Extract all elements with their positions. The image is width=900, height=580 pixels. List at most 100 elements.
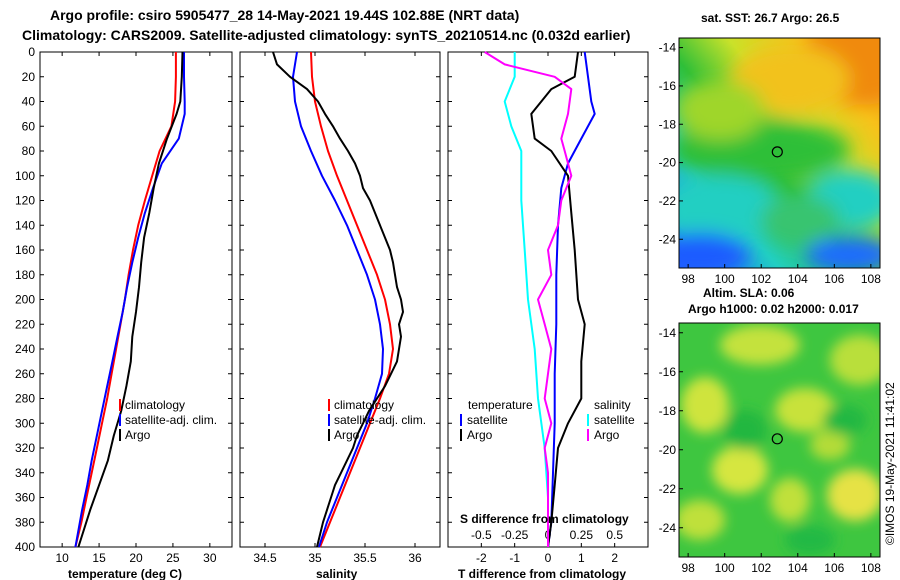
sla-high-patch — [810, 430, 850, 460]
x-tick-label: 10 — [55, 551, 69, 565]
x-tick-label: 15 — [92, 551, 106, 565]
title-line-2: Climatology: CARS2009. Satellite-adjuste… — [22, 27, 630, 43]
map-y-tick-label: -20 — [659, 443, 677, 457]
difference-top-label: S difference from climatology — [460, 512, 629, 526]
sst-map-title: sat. SST: 26.7 Argo: 26.5 — [701, 11, 840, 25]
legend-temperature-heading: temperature — [468, 398, 533, 412]
sla-map — [679, 323, 880, 557]
sla-high-patch — [681, 377, 729, 433]
map-y-tick-label: -14 — [659, 326, 677, 340]
map-x-tick-label: 108 — [861, 272, 881, 286]
temperature-x-label: temperature (deg C) — [68, 567, 182, 580]
x-tick-label: 1 — [578, 551, 585, 565]
map-x-tick-label: 106 — [824, 561, 844, 575]
map-y-tick-label: -24 — [659, 232, 677, 246]
sla-high-patch — [775, 388, 835, 432]
x-tick-label: -1 — [509, 551, 520, 565]
s-diff-tick-label: 0.25 — [570, 528, 594, 542]
sst-cold-patch — [805, 237, 880, 268]
sst-mid-patch — [679, 80, 765, 140]
sla-profile-marker — [771, 433, 783, 445]
series-temperature-argo — [530, 51, 586, 548]
sst-map-frame — [678, 37, 881, 269]
depth-tick-label: 20 — [22, 70, 36, 84]
temperature-x-axis: 10 15 20 25 30 — [40, 51, 232, 565]
salinity-legend: climatology satellite-adj. clim. Argo — [328, 398, 426, 442]
depth-tick-label: 240 — [15, 342, 35, 356]
series-climatology — [310, 51, 394, 548]
depth-tick-label: 80 — [22, 144, 36, 158]
depth-tick-label: 200 — [15, 293, 35, 307]
depth-tick-label: 320 — [15, 441, 35, 455]
legend-t-argo-label: Argo — [467, 428, 493, 442]
depth-tick-label: 180 — [15, 268, 35, 282]
x-tick-label: -2 — [476, 551, 487, 565]
x-tick-label: 36 — [408, 551, 422, 565]
salinity-x-axis: 34.5 35 35.5 36 — [240, 51, 440, 565]
depth-tick-label: 0 — [28, 45, 35, 59]
map-y-tick-label: -14 — [659, 41, 677, 55]
depth-tick-label: 140 — [15, 218, 35, 232]
depth-tick-label: 340 — [15, 466, 35, 480]
salinity-lines — [272, 51, 404, 548]
map-x-tick-label: 102 — [751, 272, 771, 286]
depth-axis: 0 20 40 60 80 100 120 140 160 180 200 220 240 260 280 3… — [15, 45, 35, 554]
sla-map-axes: 98 100 102 104 106 108 -14 -16 -18 -20 -22 -24 — [659, 326, 882, 575]
legend-t-satellite-label: satellite — [467, 413, 508, 427]
x-tick-label: 20 — [129, 551, 143, 565]
x-tick-label: 34.5 — [253, 551, 277, 565]
sla-high-patch — [770, 478, 810, 522]
x-tick-label: 30 — [203, 551, 217, 565]
sst-cool-patch — [679, 175, 780, 245]
legend-s-satellite-label: satellite — [594, 413, 635, 427]
s-diff-tick-label: -0.25 — [501, 528, 529, 542]
legend-climatology-label: climatology — [125, 398, 185, 412]
sla-high-patch — [679, 500, 725, 540]
depth-tick-label: 300 — [15, 416, 35, 430]
map-x-tick-label: 106 — [824, 272, 844, 286]
depth-tick-label: 220 — [15, 317, 35, 331]
map-y-tick-label: -18 — [659, 404, 677, 418]
sst-cold-patch — [679, 233, 750, 268]
imos-credit: ©IMOS 19-May-2021 11:41:02 — [883, 382, 897, 545]
sla-map-title: Altim. SLA: 0.06 — [703, 286, 795, 300]
temperature-lines — [74, 51, 186, 548]
map-x-tick-label: 102 — [751, 561, 771, 575]
s-diff-tick-label: 0.5 — [606, 528, 623, 542]
depth-tick-label: 40 — [22, 95, 36, 109]
difference-legend: temperature satellite Argo salinity sate… — [460, 398, 635, 442]
depth-tick-label: 380 — [15, 515, 35, 529]
sla-high-patch — [827, 469, 880, 521]
legend-climatology-label: climatology — [334, 398, 394, 412]
sla-high-patch — [712, 446, 768, 494]
depth-tick-label: 280 — [15, 392, 35, 406]
legend-argo-label: Argo — [334, 428, 360, 442]
series-argo — [272, 51, 404, 548]
map-y-tick-label: -22 — [659, 482, 677, 496]
map-x-tick-label: 104 — [788, 272, 808, 286]
map-y-tick-label: -24 — [659, 521, 677, 535]
depth-tick-label: 160 — [15, 243, 35, 257]
map-y-tick-label: -16 — [659, 365, 677, 379]
legend-salinity-heading: salinity — [594, 398, 631, 412]
sla-high-patch — [830, 335, 880, 385]
legend-argo-label: Argo — [125, 428, 151, 442]
legend-satellite-label: satellite-adj. clim. — [125, 413, 217, 427]
depth-tick-label: 360 — [15, 491, 35, 505]
sla-low-patch — [823, 405, 867, 435]
sst-map-axes: 98 100 102 104 106 108 -14 -16 -18 -20 -22 -24 — [659, 41, 882, 286]
series-satellite-adj-clim- — [292, 51, 384, 548]
sla-low-patch — [723, 410, 767, 450]
difference-x-axis: -2 -1 0 1 2-0.5 -0.25 0 0.25 0.5 — [448, 51, 648, 565]
x-tick-label: 2 — [611, 551, 618, 565]
depth-tick-label: 260 — [15, 367, 35, 381]
legend-s-argo-label: Argo — [594, 428, 620, 442]
depth-tick-label: 120 — [15, 194, 35, 208]
sla-map-subtitle: Argo h1000: 0.02 h2000: 0.017 — [688, 302, 859, 316]
difference-lines — [484, 51, 596, 548]
map-x-tick-label: 98 — [681, 561, 695, 575]
s-diff-tick-label: -0.5 — [471, 528, 492, 542]
temperature-legend: climatology satellite-adj. clim. Argo — [119, 398, 217, 442]
difference-x-label: T difference from climatology — [458, 567, 626, 580]
